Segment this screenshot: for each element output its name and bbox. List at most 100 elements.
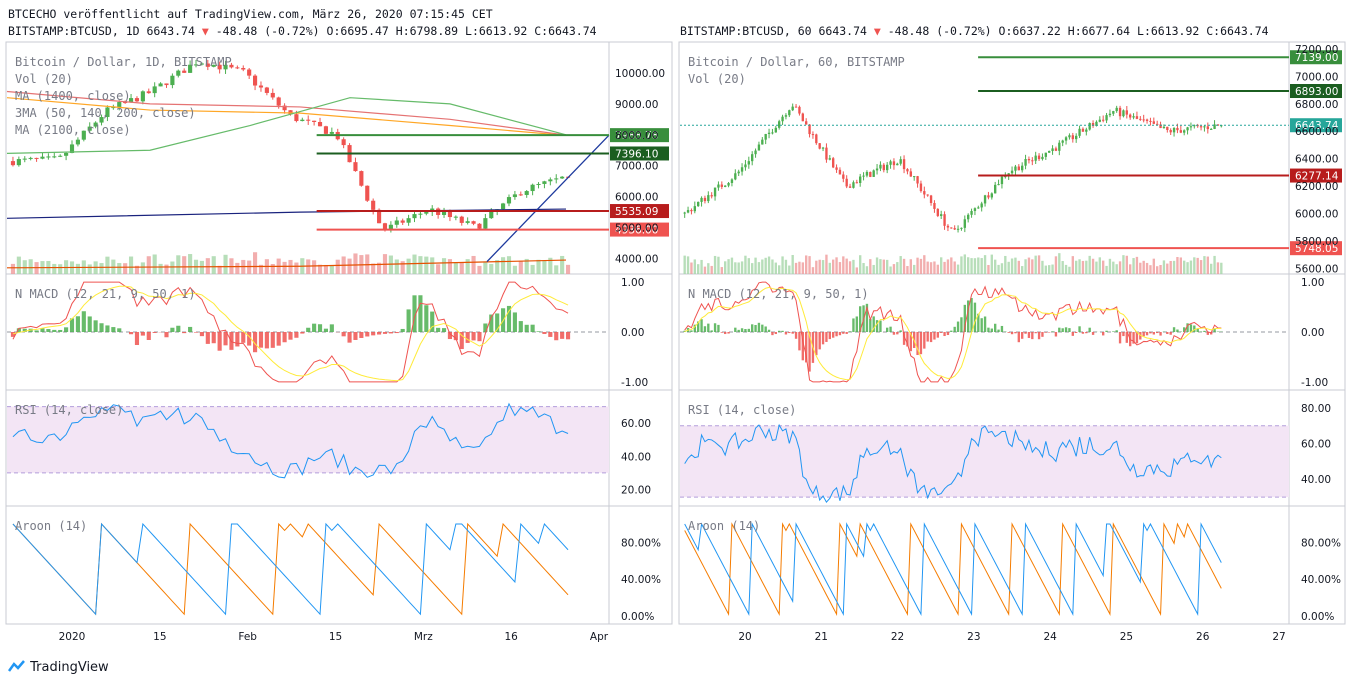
candle-body [896, 163, 899, 166]
volume-bar [128, 256, 134, 274]
candle-body [983, 195, 987, 204]
volume-bar [548, 257, 553, 274]
volume-bar [52, 263, 57, 274]
volume-bar [1179, 257, 1182, 274]
volume-bar [542, 260, 547, 274]
macd-histogram-bar [489, 314, 494, 332]
candle-body [1054, 148, 1058, 151]
volume-bar [1152, 258, 1155, 274]
macd-histogram-bar [859, 306, 862, 332]
left-ohlc: O:6695.47 H:6798.89 L:6613.92 C:6643.74 [326, 24, 597, 38]
macd-tick-label: 0.00 [621, 327, 644, 339]
volume-bar [946, 259, 950, 274]
volume-bar [430, 257, 435, 274]
candle-body [1199, 126, 1203, 128]
volume-bar [388, 255, 393, 274]
macd-histogram-bar [264, 332, 269, 349]
candle-body [1034, 155, 1037, 161]
candle-body [554, 178, 559, 180]
macd-histogram-bar [960, 317, 963, 332]
volume-bar [1021, 266, 1024, 274]
macd-histogram-bar [1169, 332, 1172, 335]
macd-histogram-bar [774, 332, 777, 335]
macd-histogram-bar [825, 332, 828, 342]
volume-bar [1216, 262, 1220, 274]
time-tick-label: 22 [891, 631, 904, 643]
macd-histogram-bar [879, 320, 882, 332]
volume-bar [253, 252, 258, 274]
aroon-label: Aroon (14) [15, 519, 87, 533]
macd-histogram-bar [734, 327, 737, 332]
macd-histogram-bar [1156, 332, 1159, 334]
right-change: -48.48 (-0.72%) [887, 24, 992, 38]
macd-histogram-bar [436, 327, 441, 332]
candle-body [317, 121, 323, 127]
volume-bar [767, 256, 771, 274]
volume-bar [205, 258, 210, 274]
macd-histogram-bar [58, 329, 63, 332]
macd-histogram-bar [973, 302, 977, 332]
macd-histogram-bar [781, 330, 784, 332]
macd-histogram-bar [524, 324, 529, 332]
candle-body [483, 218, 488, 229]
volume-bar [1000, 263, 1004, 274]
candle-body [1098, 119, 1101, 122]
candle-body [838, 169, 842, 175]
volume-bar [980, 258, 983, 274]
macd-histogram-bar [845, 332, 848, 334]
candle-body [288, 110, 293, 115]
volume-bar [808, 256, 811, 274]
candle-body [852, 182, 855, 188]
candle-body [1041, 156, 1044, 160]
candle-body [128, 98, 134, 103]
rsi-tick-label: 80.00 [1301, 403, 1331, 415]
macd-histogram-bar [152, 332, 157, 333]
volume-bar [1193, 257, 1196, 274]
candle-body [1027, 159, 1031, 161]
candle-body [548, 179, 553, 182]
macd-histogram-bar [253, 332, 258, 353]
candle-body [1118, 107, 1122, 117]
volume-bar [875, 257, 879, 274]
volume-bar [700, 259, 703, 274]
volume-bar [140, 262, 145, 274]
volume-bar [536, 259, 541, 274]
volume-bar [1058, 253, 1061, 274]
volume-bar [926, 261, 929, 274]
volume-bar [1122, 255, 1125, 274]
candle-body [471, 221, 476, 224]
volume-bar [1010, 258, 1014, 274]
candle-body [1091, 123, 1095, 126]
candle-body [542, 181, 547, 184]
volume-bar [848, 261, 852, 274]
macd-histogram-bar [495, 313, 500, 332]
candle-body [936, 208, 939, 216]
candle-body [1031, 160, 1034, 162]
volume-bar [960, 256, 963, 274]
macd-histogram-bar [34, 330, 39, 332]
candle-body [1149, 120, 1152, 122]
price-tag [1290, 118, 1342, 133]
volume-bar [923, 255, 926, 274]
volume-bar [335, 259, 340, 274]
aroon-tick-label: 80.00% [621, 537, 661, 549]
macd-histogram-bar [1142, 332, 1145, 337]
volume-bar [1206, 256, 1209, 274]
macd-histogram-bar [506, 305, 512, 332]
candle-body [940, 214, 943, 216]
candle-body [518, 194, 523, 196]
candle-body [923, 191, 926, 195]
volume-bar [872, 264, 875, 274]
tradingview-logo[interactable]: TradingView [7, 659, 109, 675]
volume-bar [818, 259, 821, 274]
candle-body [960, 227, 963, 229]
time-tick-label: Apr [590, 631, 609, 643]
ma-line-red [6, 90, 567, 136]
volume-bar [950, 257, 953, 274]
macd-histogram-bar [747, 328, 750, 332]
volume-bar [882, 259, 885, 274]
candle-body [1213, 124, 1216, 129]
volume-bar [727, 259, 730, 274]
brand-name: TradingView [30, 660, 109, 675]
